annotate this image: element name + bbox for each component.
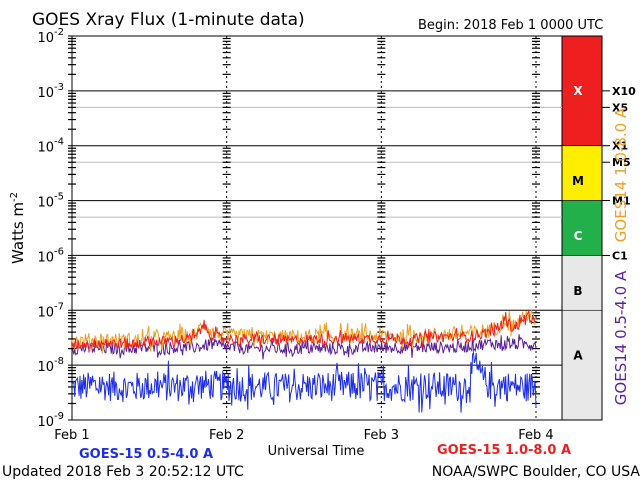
x-tick-label: Feb 2	[209, 428, 244, 443]
flare-level-c1: C1	[612, 249, 628, 262]
flare-level-x5: X5	[612, 101, 628, 114]
x-tick-label: Feb 1	[54, 428, 89, 443]
class-label-x: X	[573, 84, 583, 98]
series-line-2	[71, 334, 537, 360]
chart-title: GOES Xray Flux (1-minute data)	[32, 10, 305, 30]
y-tick-label: 10-5	[37, 192, 64, 211]
flare-class-bands: X M C B A	[561, 35, 603, 421]
updated-timestamp: Updated 2018 Feb 3 20:52:12 UTC	[2, 464, 244, 480]
y-axis-title: Watts m-2	[9, 192, 27, 264]
series-lines	[71, 308, 537, 413]
right-axis-label-goes14-long: GOES14 1.0-8.0 A	[612, 107, 630, 242]
x-axis: Feb 1 Feb 2 Feb 3 Feb 4	[54, 428, 553, 443]
flare-level-m1: M1	[612, 195, 631, 208]
y-tick-label: 10-6	[37, 246, 64, 265]
plot-area	[71, 35, 563, 421]
legend-goes15-short: GOES-15 0.5-4.0 A	[79, 447, 213, 462]
y-tick-label: 10-9	[37, 411, 64, 430]
series-line-1	[71, 308, 537, 354]
flare-level-x10: X10	[612, 85, 636, 98]
x-tick-label: Feb 3	[364, 428, 399, 443]
flare-level-x1: X1	[612, 140, 628, 153]
class-band-x	[561, 35, 603, 147]
legend-goes15-long: GOES-15 1.0-8.0 A	[437, 443, 571, 458]
credit-label: NOAA/SWPC Boulder, CO USA	[432, 464, 641, 480]
series-line-0	[71, 308, 537, 350]
y-axis: 10-2 10-3 10-4 10-5 10-6 10-7 10-8 10-9	[37, 27, 72, 430]
class-label-m: M	[572, 174, 584, 188]
y-tick-label: 10-8	[37, 356, 64, 375]
series-line-3	[71, 350, 537, 413]
class-label-b: B	[573, 284, 582, 298]
x-tick-label: Feb 4	[518, 428, 553, 443]
y-tick-label: 10-7	[37, 301, 64, 320]
y-tick-label: 10-3	[37, 82, 64, 101]
class-band-a	[561, 309, 603, 421]
right-axis-label-goes14-short: GOES14 0.5-4.0 A	[612, 270, 630, 405]
class-band-b	[561, 255, 603, 311]
class-band-c	[561, 200, 603, 256]
class-band-m	[561, 145, 603, 201]
class-label-c: C	[574, 229, 583, 243]
begin-label: Begin: 2018 Feb 1 0000 UTC	[418, 18, 603, 33]
y-tick-label: 10-4	[37, 137, 64, 156]
class-label-a: A	[573, 348, 583, 362]
y-tick-label: 10-2	[37, 27, 64, 46]
flare-level-m5: M5	[612, 156, 631, 169]
flare-level-labels: X10 X5 X1 M5 M1 C1	[602, 85, 636, 262]
x-axis-title: Universal Time	[268, 444, 365, 459]
